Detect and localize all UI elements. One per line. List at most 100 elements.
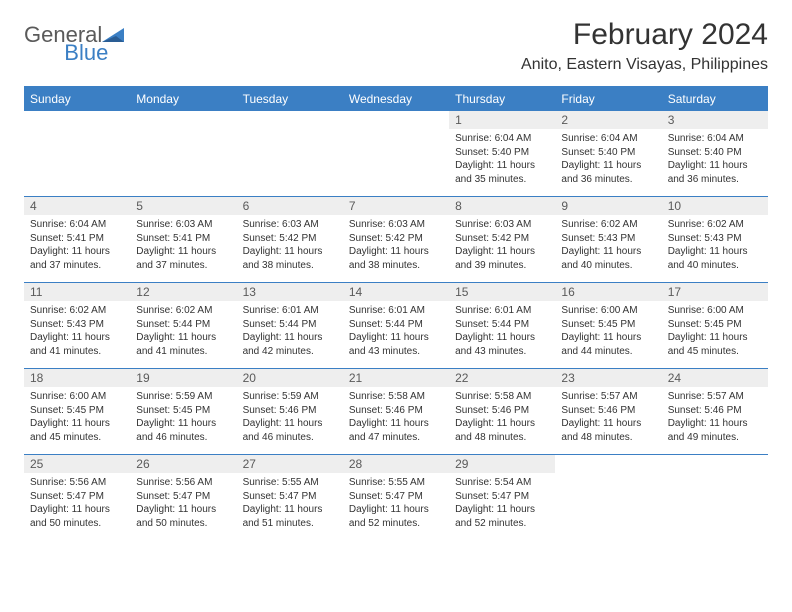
day-line: and 43 minutes. xyxy=(349,345,443,359)
day-line: and 42 minutes. xyxy=(243,345,337,359)
day-number xyxy=(555,455,661,473)
day-line: Sunset: 5:45 PM xyxy=(668,318,762,332)
day-cell: 11Sunrise: 6:02 AMSunset: 5:43 PMDayligh… xyxy=(24,283,130,369)
day-cell xyxy=(343,111,449,197)
day-number: 5 xyxy=(130,197,236,215)
day-cell: 1Sunrise: 6:04 AMSunset: 5:40 PMDaylight… xyxy=(449,111,555,197)
day-body: Sunrise: 6:03 AMSunset: 5:42 PMDaylight:… xyxy=(343,215,449,275)
day-number: 18 xyxy=(24,369,130,387)
day-line: Sunset: 5:44 PM xyxy=(243,318,337,332)
logo: General Blue xyxy=(24,22,176,48)
day-line: and 48 minutes. xyxy=(455,431,549,445)
day-number: 16 xyxy=(555,283,661,301)
day-line: Daylight: 11 hours xyxy=(455,159,549,173)
day-line: Sunrise: 5:58 AM xyxy=(455,390,549,404)
day-line: and 50 minutes. xyxy=(30,517,124,531)
day-body: Sunrise: 5:56 AMSunset: 5:47 PMDaylight:… xyxy=(24,473,130,533)
day-line: Daylight: 11 hours xyxy=(668,331,762,345)
day-cell: 8Sunrise: 6:03 AMSunset: 5:42 PMDaylight… xyxy=(449,197,555,283)
day-line: Daylight: 11 hours xyxy=(349,503,443,517)
day-body: Sunrise: 6:01 AMSunset: 5:44 PMDaylight:… xyxy=(449,301,555,361)
day-line: Daylight: 11 hours xyxy=(561,245,655,259)
day-line: Sunrise: 6:04 AM xyxy=(30,218,124,232)
day-line: and 40 minutes. xyxy=(668,259,762,273)
day-line: Sunset: 5:42 PM xyxy=(349,232,443,246)
day-line: Sunrise: 6:01 AM xyxy=(455,304,549,318)
day-number xyxy=(24,111,130,129)
day-number: 23 xyxy=(555,369,661,387)
day-line: Daylight: 11 hours xyxy=(349,417,443,431)
day-cell: 25Sunrise: 5:56 AMSunset: 5:47 PMDayligh… xyxy=(24,455,130,541)
day-body: Sunrise: 6:02 AMSunset: 5:43 PMDaylight:… xyxy=(662,215,768,275)
day-cell xyxy=(555,455,661,541)
day-cell xyxy=(130,111,236,197)
day-body: Sunrise: 5:58 AMSunset: 5:46 PMDaylight:… xyxy=(343,387,449,447)
day-number: 11 xyxy=(24,283,130,301)
day-line: Daylight: 11 hours xyxy=(30,331,124,345)
day-cell: 20Sunrise: 5:59 AMSunset: 5:46 PMDayligh… xyxy=(237,369,343,455)
day-line: and 41 minutes. xyxy=(30,345,124,359)
day-line: Sunrise: 5:59 AM xyxy=(243,390,337,404)
day-line: Sunset: 5:40 PM xyxy=(668,146,762,160)
day-number: 27 xyxy=(237,455,343,473)
day-line: Sunset: 5:45 PM xyxy=(136,404,230,418)
location: Anito, Eastern Visayas, Philippines xyxy=(521,56,768,74)
day-cell: 21Sunrise: 5:58 AMSunset: 5:46 PMDayligh… xyxy=(343,369,449,455)
day-body: Sunrise: 6:00 AMSunset: 5:45 PMDaylight:… xyxy=(662,301,768,361)
day-line: Daylight: 11 hours xyxy=(561,159,655,173)
day-line: and 51 minutes. xyxy=(243,517,337,531)
day-cell xyxy=(237,111,343,197)
day-body: Sunrise: 6:01 AMSunset: 5:44 PMDaylight:… xyxy=(343,301,449,361)
day-line: Daylight: 11 hours xyxy=(561,331,655,345)
day-number: 2 xyxy=(555,111,661,129)
day-line: Sunrise: 6:03 AM xyxy=(243,218,337,232)
day-number xyxy=(237,111,343,129)
day-line: Sunrise: 6:00 AM xyxy=(30,390,124,404)
day-line: Daylight: 11 hours xyxy=(136,245,230,259)
day-line: Daylight: 11 hours xyxy=(30,417,124,431)
day-line: Daylight: 11 hours xyxy=(455,331,549,345)
day-line: and 36 minutes. xyxy=(668,173,762,187)
day-line: Sunset: 5:44 PM xyxy=(136,318,230,332)
day-body xyxy=(130,129,236,135)
day-line: and 45 minutes. xyxy=(668,345,762,359)
day-line: Sunrise: 6:04 AM xyxy=(561,132,655,146)
day-body: Sunrise: 6:03 AMSunset: 5:42 PMDaylight:… xyxy=(237,215,343,275)
day-number: 12 xyxy=(130,283,236,301)
day-line: Daylight: 11 hours xyxy=(30,245,124,259)
day-line: and 37 minutes. xyxy=(136,259,230,273)
day-line: Sunrise: 6:02 AM xyxy=(30,304,124,318)
day-line: Daylight: 11 hours xyxy=(243,503,337,517)
day-body: Sunrise: 6:02 AMSunset: 5:44 PMDaylight:… xyxy=(130,301,236,361)
day-line: and 52 minutes. xyxy=(455,517,549,531)
logo-text-blue: Blue xyxy=(64,40,108,66)
day-line: Sunrise: 6:01 AM xyxy=(243,304,337,318)
day-number: 6 xyxy=(237,197,343,215)
day-line: Daylight: 11 hours xyxy=(561,417,655,431)
day-header: Saturday xyxy=(662,87,768,111)
day-body: Sunrise: 6:02 AMSunset: 5:43 PMDaylight:… xyxy=(555,215,661,275)
day-body: Sunrise: 5:57 AMSunset: 5:46 PMDaylight:… xyxy=(662,387,768,447)
day-cell: 17Sunrise: 6:00 AMSunset: 5:45 PMDayligh… xyxy=(662,283,768,369)
day-body: Sunrise: 5:55 AMSunset: 5:47 PMDaylight:… xyxy=(237,473,343,533)
day-line: Daylight: 11 hours xyxy=(136,503,230,517)
day-header-row: Sunday Monday Tuesday Wednesday Thursday… xyxy=(24,87,768,111)
day-cell: 10Sunrise: 6:02 AMSunset: 5:43 PMDayligh… xyxy=(662,197,768,283)
day-line: Sunset: 5:43 PM xyxy=(561,232,655,246)
day-line: Daylight: 11 hours xyxy=(668,417,762,431)
day-number: 15 xyxy=(449,283,555,301)
day-line: Daylight: 11 hours xyxy=(136,331,230,345)
day-line: and 50 minutes. xyxy=(136,517,230,531)
day-body: Sunrise: 6:04 AMSunset: 5:40 PMDaylight:… xyxy=(449,129,555,189)
day-line: Sunset: 5:41 PM xyxy=(30,232,124,246)
day-line: Sunrise: 6:00 AM xyxy=(668,304,762,318)
day-line: Daylight: 11 hours xyxy=(243,331,337,345)
day-body: Sunrise: 5:54 AMSunset: 5:47 PMDaylight:… xyxy=(449,473,555,533)
title-block: February 2024 Anito, Eastern Visayas, Ph… xyxy=(521,18,768,74)
day-line: Daylight: 11 hours xyxy=(455,503,549,517)
day-line: and 38 minutes. xyxy=(243,259,337,273)
day-number: 4 xyxy=(24,197,130,215)
day-number: 26 xyxy=(130,455,236,473)
day-cell: 4 Sunrise: 6:04 AMSunset: 5:41 PMDaylight… xyxy=(24,197,130,283)
day-line: Sunrise: 6:00 AM xyxy=(561,304,655,318)
